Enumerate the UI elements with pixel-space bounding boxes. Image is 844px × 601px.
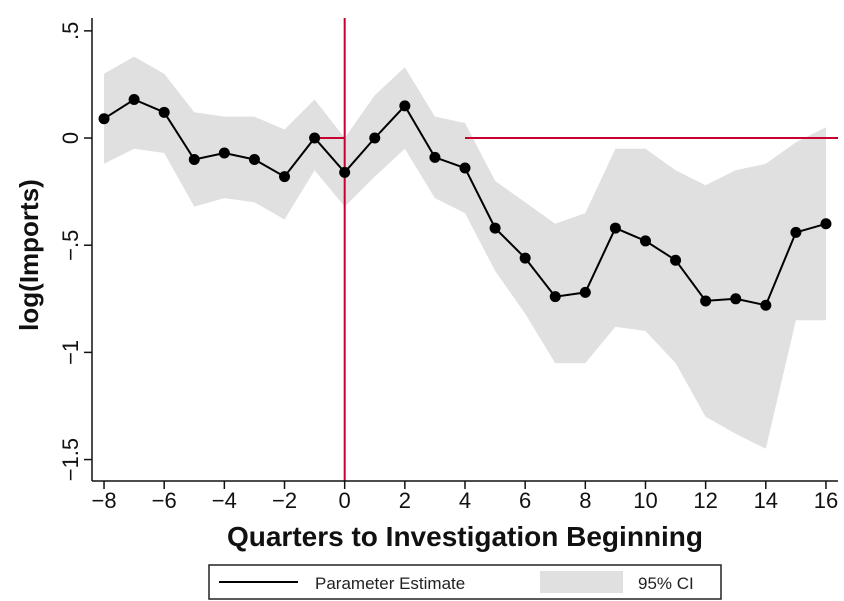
x-tick-label: 14 xyxy=(754,488,778,513)
x-tick-label: 12 xyxy=(693,488,717,513)
data-point xyxy=(579,286,591,298)
x-tick-label: 6 xyxy=(519,488,531,513)
y-tick-label: −.5 xyxy=(58,230,83,261)
data-point xyxy=(218,147,230,159)
series-layer xyxy=(98,93,832,311)
data-point xyxy=(459,162,471,174)
y-tick-label: −1.5 xyxy=(58,438,83,481)
x-axis-title: Quarters to Investigation Beginning xyxy=(227,521,703,552)
x-tick-label: 16 xyxy=(814,488,838,513)
data-point xyxy=(248,153,260,165)
ci-band xyxy=(104,56,826,449)
legend-label-estimate: Parameter Estimate xyxy=(315,574,465,593)
x-tick-label: 2 xyxy=(399,488,411,513)
y-tick-label: .5 xyxy=(58,22,83,40)
data-point xyxy=(639,235,651,247)
data-point xyxy=(760,299,772,311)
data-point xyxy=(309,132,321,144)
data-point xyxy=(339,166,351,178)
y-tick-label: 0 xyxy=(58,132,83,144)
data-point xyxy=(549,291,561,303)
data-point xyxy=(790,226,802,238)
data-point xyxy=(730,293,742,305)
x-tick-label: 10 xyxy=(633,488,657,513)
ci-band-layer xyxy=(104,56,826,449)
data-point xyxy=(670,254,682,266)
x-tick-label: −4 xyxy=(212,488,237,513)
data-point xyxy=(369,132,381,144)
legend-label-ci: 95% CI xyxy=(638,574,694,593)
data-point xyxy=(429,151,441,163)
legend: Parameter Estimate 95% CI xyxy=(208,564,722,600)
data-point xyxy=(128,93,140,105)
data-point xyxy=(609,222,621,234)
data-point xyxy=(158,106,170,118)
legend-ci-swatch xyxy=(540,571,623,593)
data-point xyxy=(279,171,291,183)
x-tick-label: 8 xyxy=(579,488,591,513)
data-point xyxy=(519,252,531,264)
x-tick-label: −8 xyxy=(91,488,116,513)
data-point xyxy=(188,153,200,165)
axes-layer: −8 −6 −4 −2 0 2 4 6 8 10 12 14 16 .5 0 −.5 −1 −1.5 xyxy=(58,18,838,513)
x-tick-label: −2 xyxy=(272,488,297,513)
x-tick-label: 4 xyxy=(459,488,471,513)
y-tick-label: −1 xyxy=(58,340,83,365)
y-axis-title: log(Imports) xyxy=(14,179,44,331)
data-point xyxy=(489,222,501,234)
x-tick-label: 0 xyxy=(339,488,351,513)
data-point xyxy=(700,295,712,307)
data-point xyxy=(98,113,110,125)
data-point xyxy=(820,218,832,230)
data-point xyxy=(399,100,411,112)
x-tick-label: −6 xyxy=(152,488,177,513)
